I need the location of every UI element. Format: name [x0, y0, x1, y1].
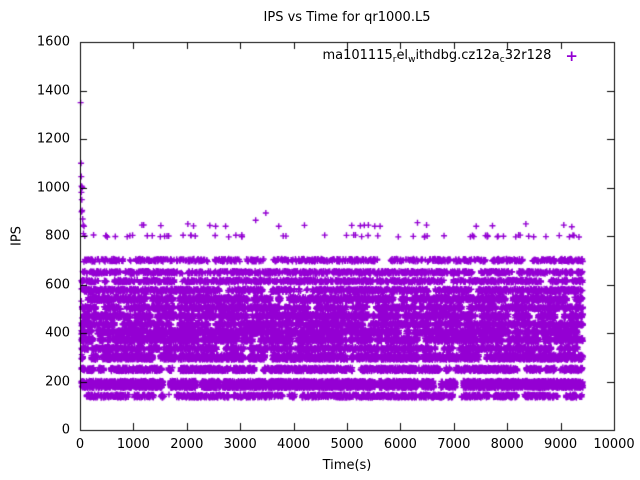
x-tick-label: 4000: [277, 437, 311, 452]
legend-plus-marker: +: [565, 47, 578, 65]
legend-label-segment: el: [396, 48, 409, 63]
legend-label: ma101115relwithdbg.cz12ac32r128: [322, 48, 551, 65]
x-tick-label: 0: [75, 437, 85, 452]
x-tick-label: 6000: [383, 437, 417, 452]
x-tick-label: 5000: [330, 437, 364, 452]
legend-label-segment: 32r128: [504, 48, 552, 63]
y-tick-label: 1000: [36, 180, 70, 195]
legend: ma101115relwithdbg.cz12ac32r128 +: [322, 48, 578, 65]
x-tick-label: 7000: [437, 437, 471, 452]
y-tick-label: 600: [45, 277, 70, 292]
y-tick-label: 200: [45, 374, 70, 389]
legend-label-segment: ma101115: [322, 48, 393, 63]
x-tick-label: 9000: [544, 437, 578, 452]
x-tick-label: 1000: [116, 437, 150, 452]
y-tick-label: 400: [45, 325, 70, 341]
x-axis-label: Time(s): [322, 458, 372, 473]
x-tick-label: 10000: [593, 437, 635, 452]
legend-label-segment: ithdbg.cz12a: [415, 48, 500, 63]
y-tick-label: 0: [61, 422, 70, 438]
x-tick-label: 2000: [170, 437, 204, 452]
x-tick-label: 3000: [223, 437, 257, 452]
chart-title: IPS vs Time for qr1000.L5: [263, 10, 431, 25]
legend-label-subscript: c: [499, 55, 505, 65]
legend-label-subscript: w: [408, 55, 416, 65]
y-tick-label: 1400: [36, 83, 70, 98]
y-tick-label: 1600: [36, 34, 70, 50]
y-tick-label: 1200: [36, 131, 70, 147]
legend-label-subscript: r: [392, 55, 397, 65]
x-tick-label: 8000: [490, 437, 524, 452]
y-tick-label: 800: [45, 228, 70, 244]
